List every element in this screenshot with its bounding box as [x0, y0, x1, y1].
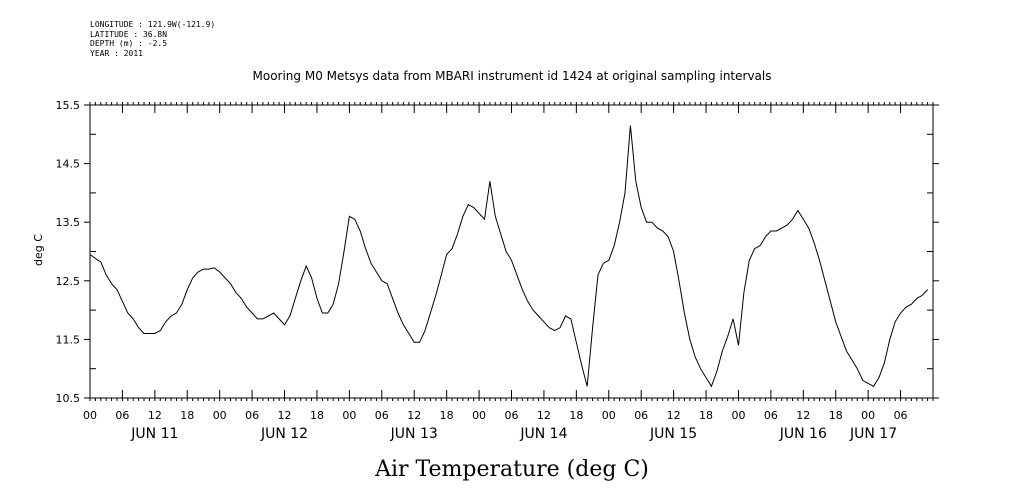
x-tick-label: 18: [699, 409, 713, 422]
y-axis-label: deg C: [32, 234, 45, 266]
day-label: JUN 11: [130, 426, 178, 442]
day-label: JUN 12: [260, 426, 308, 442]
air-temperature-series: [89, 125, 928, 388]
x-tick-label: 18: [310, 409, 324, 422]
x-axis: 00 06 12 18 00 06 12 18 00 06 12 18 00 06 12 18 00 06 12 18…: [83, 105, 908, 422]
x-tick-label: 06: [115, 409, 129, 422]
x-tick-label: 06: [764, 409, 778, 422]
x-tick-label: 06: [894, 409, 908, 422]
y-tick-label: 14.5: [56, 158, 81, 171]
x-tick-label: 00: [472, 409, 486, 422]
x-tick-label: 00: [602, 409, 616, 422]
x-tick-label: 00: [213, 409, 227, 422]
y-tick-label: 13.5: [56, 216, 81, 229]
day-label: JUN 16: [779, 426, 827, 442]
x-tick-label: 12: [407, 409, 421, 422]
x-tick-label: 12: [148, 409, 162, 422]
x-tick-label: 00: [861, 409, 875, 422]
x-tick-label: 18: [829, 409, 843, 422]
x-tick-label: 12: [278, 409, 292, 422]
day-label: JUN 13: [390, 426, 438, 442]
y-tick-label: 15.5: [56, 99, 81, 112]
x-tick-label: 06: [505, 409, 519, 422]
y-tick-label: 12.5: [56, 275, 81, 288]
day-label: JUN 15: [649, 426, 697, 442]
day-labels: JUN 11 JUN 12 JUN 13 JUN 14 JUN 15 JUN 16 JUN …: [130, 426, 897, 442]
x-tick-label: 12: [537, 409, 551, 422]
latitude-label: LATITUDE : 36.8N: [90, 29, 168, 39]
x-tick-label: 00: [342, 409, 356, 422]
x-tick-label: 12: [796, 409, 810, 422]
day-label: JUN 14: [519, 426, 567, 442]
chart-title: Mooring M0 Metsys data from MBARI instru…: [253, 69, 772, 83]
x-axis-label: Air Temperature (deg C): [374, 457, 649, 482]
plot-frame: [89, 104, 934, 399]
x-tick-label: 06: [245, 409, 259, 422]
minor-ticks: [89, 102, 934, 401]
x-tick-label: 00: [83, 409, 97, 422]
x-tick-label: 00: [731, 409, 745, 422]
day-label: JUN 17: [849, 426, 897, 442]
y-tick-label: 11.5: [56, 333, 81, 346]
y-axis: 10.5 11.5 12.5 13.5 14.5 15.5: [56, 99, 939, 405]
x-tick-label: 18: [440, 409, 454, 422]
y-tick-label: 10.5: [56, 392, 81, 405]
x-tick-label: 12: [667, 409, 681, 422]
longitude-label: LONGITUDE : 121.9W(-121.9): [90, 20, 216, 29]
depth-label: DEPTH (m) : -2.5: [90, 39, 168, 48]
x-tick-label: 18: [180, 409, 194, 422]
x-tick-label: 06: [634, 409, 648, 422]
x-tick-label: 06: [375, 409, 389, 422]
metadata-block: LONGITUDE : 121.9W(-121.9) LATITUDE : 36…: [90, 20, 215, 58]
year-label: YEAR : 2011: [90, 48, 143, 58]
x-tick-label: 18: [569, 409, 583, 422]
